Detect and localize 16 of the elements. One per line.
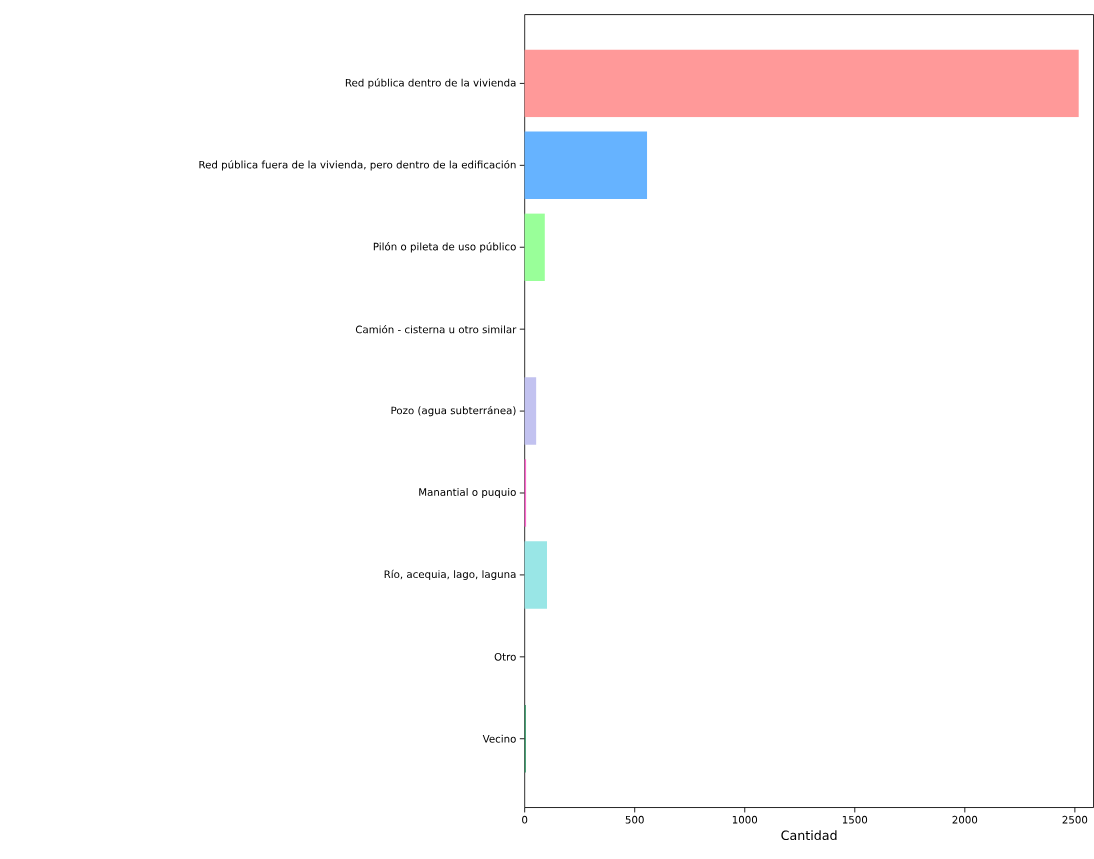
y-tick-label: Pilón o pileta de uso público (373, 242, 516, 253)
y-tick-label: Vecino (482, 734, 516, 743)
x-tick-label: 2000 (952, 815, 978, 824)
y-tick-label: Pozo (agua subterránea) (391, 405, 516, 417)
y-tick-label: Manantial o puquio (419, 487, 516, 498)
x-tick-label: 2500 (1062, 815, 1088, 824)
x-tick-label: 1500 (842, 815, 868, 824)
y-tick-label: Río, acequia, lago, laguna (384, 569, 516, 580)
x-tick-label: 0 (522, 815, 528, 824)
x-tick-label: 1000 (732, 815, 758, 824)
x-tick-label: 500 (625, 815, 644, 824)
y-tick-label: Red pública dentro de la vivienda (345, 78, 516, 89)
y-tick-label: Otro (494, 652, 516, 661)
y-tick-label: Camión - cisterna u otro similar (355, 324, 517, 334)
y-tick-label: Red pública fuera de la vivienda, pero dentro de la edificación (199, 160, 516, 171)
x-axis-title: Cantidad (781, 830, 837, 841)
